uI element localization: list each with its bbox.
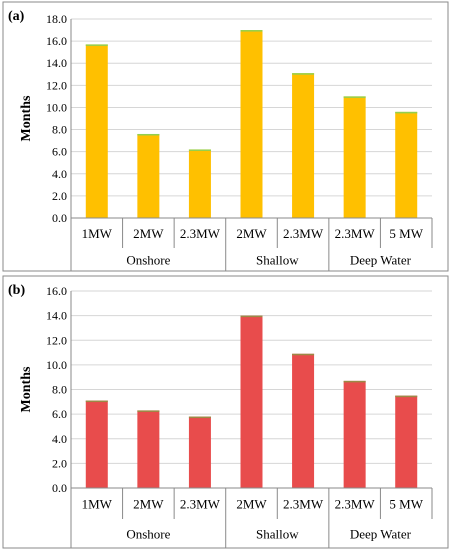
bar — [395, 111, 418, 218]
y-tick-label: 10.0 — [46, 358, 67, 372]
bar-cap — [85, 400, 108, 403]
y-tick-label: 8.0 — [52, 383, 67, 397]
category-label: 2.3MW — [180, 226, 221, 241]
y-tick-label: 0.0 — [52, 481, 67, 495]
bar — [137, 133, 160, 218]
y-tick-label: 8.0 — [52, 123, 67, 137]
bar — [343, 96, 366, 218]
bar — [343, 380, 366, 488]
category-label: 5 MW — [389, 497, 423, 512]
y-tick-label: 2.0 — [52, 189, 67, 203]
bar-cap — [137, 410, 160, 412]
category-label: 2.3MW — [180, 497, 221, 512]
panel-label: (a) — [8, 9, 25, 24]
y-tick-label: 16.0 — [46, 284, 67, 298]
bar-cap — [395, 395, 418, 398]
category-label: 2.3MW — [283, 497, 324, 512]
y-tick-label: 14.0 — [46, 56, 67, 70]
bar — [292, 73, 315, 218]
bar — [188, 149, 211, 218]
y-tick-label: 4.0 — [52, 432, 67, 446]
bar-cap — [343, 380, 366, 383]
bar-cap — [188, 416, 211, 419]
panel-label: (b) — [8, 283, 25, 298]
y-tick-label: 4.0 — [52, 167, 67, 181]
bar — [292, 353, 315, 488]
group-label: Deep Water — [350, 253, 412, 268]
bar-cap — [395, 111, 418, 114]
bar-cap — [85, 44, 108, 46]
y-tick-label: 16.0 — [46, 34, 67, 48]
bar-cap — [292, 73, 315, 75]
bar — [85, 44, 108, 218]
bar — [395, 395, 418, 488]
bar-cap — [343, 96, 366, 98]
y-tick-label: 2.0 — [52, 456, 67, 470]
y-tick-label: 18.0 — [46, 12, 67, 26]
bar — [240, 30, 263, 218]
y-tick-label: 12.0 — [46, 78, 67, 92]
group-label: Onshore — [126, 253, 170, 268]
bar-cap — [137, 133, 160, 136]
category-label: 2MW — [133, 497, 164, 512]
category-label: 1MW — [82, 226, 113, 241]
y-tick-label: 10.0 — [46, 100, 67, 114]
category-label: 5 MW — [389, 226, 423, 241]
y-tick-label: 6.0 — [52, 145, 67, 159]
bar-cap — [240, 30, 263, 32]
y-tick-label: 6.0 — [52, 407, 67, 421]
bar — [85, 400, 108, 488]
group-label: Shallow — [256, 527, 299, 542]
category-label: 2.3MW — [335, 497, 376, 512]
bar — [240, 315, 263, 488]
group-label: Shallow — [256, 253, 299, 268]
bar-cap — [240, 315, 263, 318]
category-label: 2MW — [236, 226, 267, 241]
category-label: 2MW — [133, 226, 164, 241]
bar-cap — [292, 353, 315, 356]
bar — [137, 410, 160, 488]
group-label: Deep Water — [350, 527, 412, 542]
y-tick-label: 0.0 — [52, 211, 67, 225]
category-label: 1MW — [82, 497, 113, 512]
bar — [188, 416, 211, 488]
y-tick-label: 12.0 — [46, 333, 67, 347]
bar-cap — [188, 149, 211, 151]
y-axis-title: Months — [19, 95, 34, 141]
y-tick-label: 14.0 — [46, 309, 67, 323]
y-axis-title: Months — [19, 366, 34, 412]
group-label: Onshore — [126, 527, 170, 542]
category-label: 2MW — [236, 497, 267, 512]
category-label: 2.3MW — [335, 226, 376, 241]
category-label: 2.3MW — [283, 226, 324, 241]
